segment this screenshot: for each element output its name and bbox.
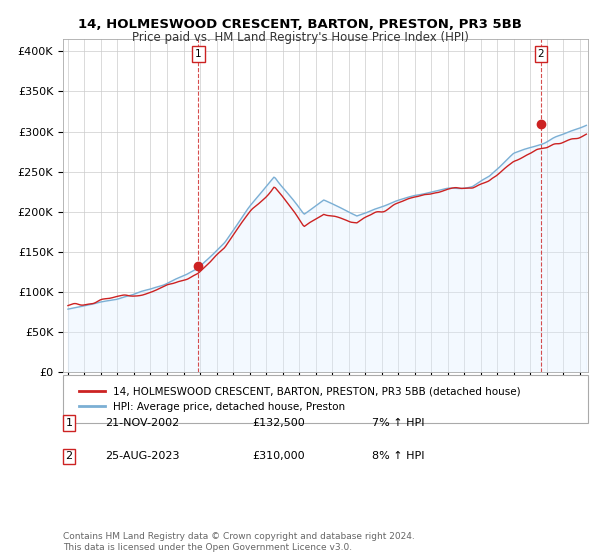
Text: 2: 2 [65,451,73,461]
Text: £310,000: £310,000 [252,451,305,461]
Text: £132,500: £132,500 [252,418,305,428]
Legend: 14, HOLMESWOOD CRESCENT, BARTON, PRESTON, PR3 5BB (detached house), HPI: Average: 14, HOLMESWOOD CRESCENT, BARTON, PRESTON… [73,381,526,417]
Text: Contains HM Land Registry data © Crown copyright and database right 2024.
This d: Contains HM Land Registry data © Crown c… [63,532,415,552]
Text: 8% ↑ HPI: 8% ↑ HPI [372,451,425,461]
Text: 21-NOV-2002: 21-NOV-2002 [105,418,179,428]
Text: Price paid vs. HM Land Registry's House Price Index (HPI): Price paid vs. HM Land Registry's House … [131,31,469,44]
Text: 25-AUG-2023: 25-AUG-2023 [105,451,179,461]
Text: 1: 1 [65,418,73,428]
Text: 7% ↑ HPI: 7% ↑ HPI [372,418,425,428]
Text: 1: 1 [195,49,202,59]
Text: 2: 2 [538,49,544,59]
Text: 14, HOLMESWOOD CRESCENT, BARTON, PRESTON, PR3 5BB: 14, HOLMESWOOD CRESCENT, BARTON, PRESTON… [78,18,522,31]
